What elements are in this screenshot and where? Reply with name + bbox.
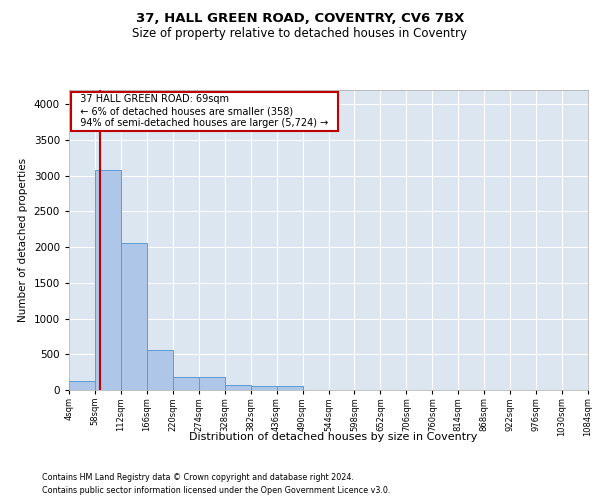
Text: Contains public sector information licensed under the Open Government Licence v3: Contains public sector information licen… [42,486,391,495]
Text: Distribution of detached houses by size in Coventry: Distribution of detached houses by size … [189,432,477,442]
Bar [277,386,302,390]
Bar [69,380,95,390]
Bar [147,350,173,390]
Text: 37 HALL GREEN ROAD: 69sqm  
  ← 6% of detached houses are smaller (358)  
  94% : 37 HALL GREEN ROAD: 69sqm ← 6% of detach… [74,94,335,128]
Text: Size of property relative to detached houses in Coventry: Size of property relative to detached ho… [133,28,467,40]
Bar [225,384,251,390]
Bar [121,243,147,390]
Bar [95,170,121,390]
Text: 37, HALL GREEN ROAD, COVENTRY, CV6 7BX: 37, HALL GREEN ROAD, COVENTRY, CV6 7BX [136,12,464,26]
Bar [251,386,277,390]
Text: Contains HM Land Registry data © Crown copyright and database right 2024.: Contains HM Land Registry data © Crown c… [42,472,354,482]
Bar [173,377,199,390]
Y-axis label: Number of detached properties: Number of detached properties [18,158,28,322]
Bar [199,377,224,390]
